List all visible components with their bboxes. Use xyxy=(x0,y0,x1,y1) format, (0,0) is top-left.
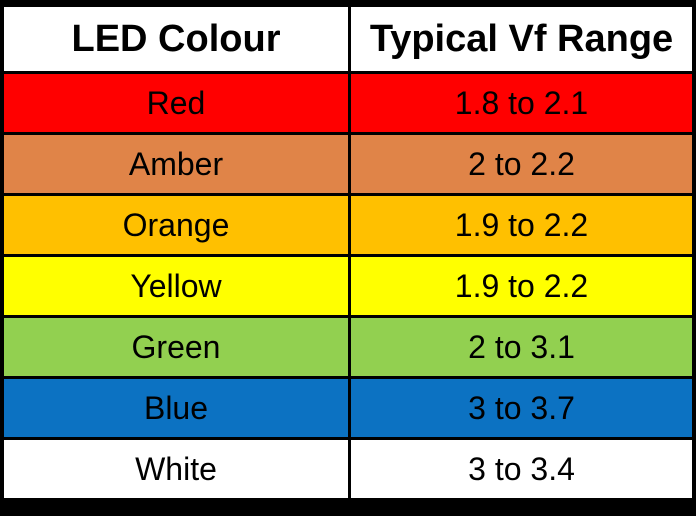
led-colour-cell: Green xyxy=(1,315,351,379)
vf-range-cell: 3 to 3.7 xyxy=(348,376,695,440)
led-colour-cell: Orange xyxy=(1,193,351,257)
vf-range-cell: 2 to 2.2 xyxy=(348,132,695,196)
vf-range-cell: 1.9 to 2.2 xyxy=(348,254,695,318)
table-row-amber: Amber 2 to 2.2 xyxy=(1,132,695,196)
vf-range-cell: 2 to 3.1 xyxy=(348,315,695,379)
table-row-red: Red 1.8 to 2.1 xyxy=(1,71,695,135)
vf-range-cell: 1.9 to 2.2 xyxy=(348,193,695,257)
led-colour-cell: Blue xyxy=(1,376,351,440)
table-row-yellow: Yellow 1.9 to 2.2 xyxy=(1,254,695,318)
table-row-blue: Blue 3 to 3.7 xyxy=(1,376,695,440)
led-colour-cell: Amber xyxy=(1,132,351,196)
table-row-green: Green 2 to 3.1 xyxy=(1,315,695,379)
led-colour-cell: Yellow xyxy=(1,254,351,318)
led-colour-cell: Red xyxy=(1,71,351,135)
table-row-white: White 3 to 3.4 xyxy=(1,437,695,501)
header-row: LED Colour Typical Vf Range xyxy=(1,4,695,74)
vf-range-cell: 3 to 3.4 xyxy=(348,437,695,501)
column-header-vf-range: Typical Vf Range xyxy=(348,4,695,74)
column-header-led-colour: LED Colour xyxy=(1,4,351,74)
vf-range-cell: 1.8 to 2.1 xyxy=(348,71,695,135)
led-colour-cell: White xyxy=(1,437,351,501)
table-row-orange: Orange 1.9 to 2.2 xyxy=(1,193,695,257)
led-vf-table: LED Colour Typical Vf Range Red 1.8 to 2… xyxy=(1,4,695,501)
